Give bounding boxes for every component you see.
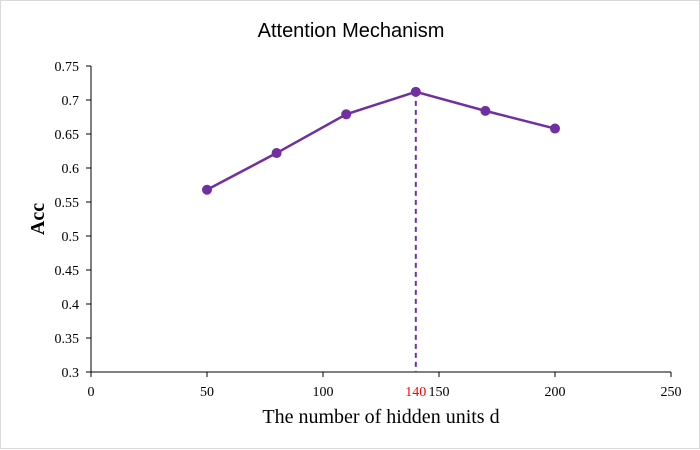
y-tick-label: 0.35 bbox=[55, 332, 80, 347]
x-tick-label: 100 bbox=[313, 385, 334, 400]
data-point bbox=[271, 148, 282, 159]
chart-title: Attention Mechanism bbox=[258, 20, 445, 42]
data-point bbox=[341, 109, 352, 120]
y-tick-label: 0.55 bbox=[55, 196, 80, 211]
x-tick-label: 250 bbox=[661, 385, 682, 400]
x-tick-label: 50 bbox=[200, 385, 214, 400]
data-point bbox=[480, 105, 491, 116]
x-tick-label: 0 bbox=[88, 385, 95, 400]
y-axis-label: Acc bbox=[27, 203, 49, 235]
y-tick-label: 0.4 bbox=[62, 298, 80, 313]
y-tick-label: 0.6 bbox=[62, 162, 80, 177]
x-axis-label: The number of hidden units d bbox=[262, 406, 499, 428]
y-tick-label: 0.7 bbox=[62, 94, 80, 109]
x-tick-label: 200 bbox=[545, 385, 566, 400]
y-tick-label: 0.5 bbox=[62, 230, 80, 245]
data-point bbox=[550, 123, 560, 134]
y-tick-label: 0.45 bbox=[55, 264, 80, 279]
highlight-x-label: 140 bbox=[405, 385, 426, 400]
data-point bbox=[410, 86, 421, 97]
y-tick-label: 0.75 bbox=[55, 60, 80, 75]
x-tick-label: 150 bbox=[429, 385, 450, 400]
data-point bbox=[202, 184, 212, 195]
y-tick-label: 0.3 bbox=[62, 366, 80, 381]
series-line bbox=[206, 90, 556, 191]
y-tick-label: 0.65 bbox=[55, 128, 80, 143]
